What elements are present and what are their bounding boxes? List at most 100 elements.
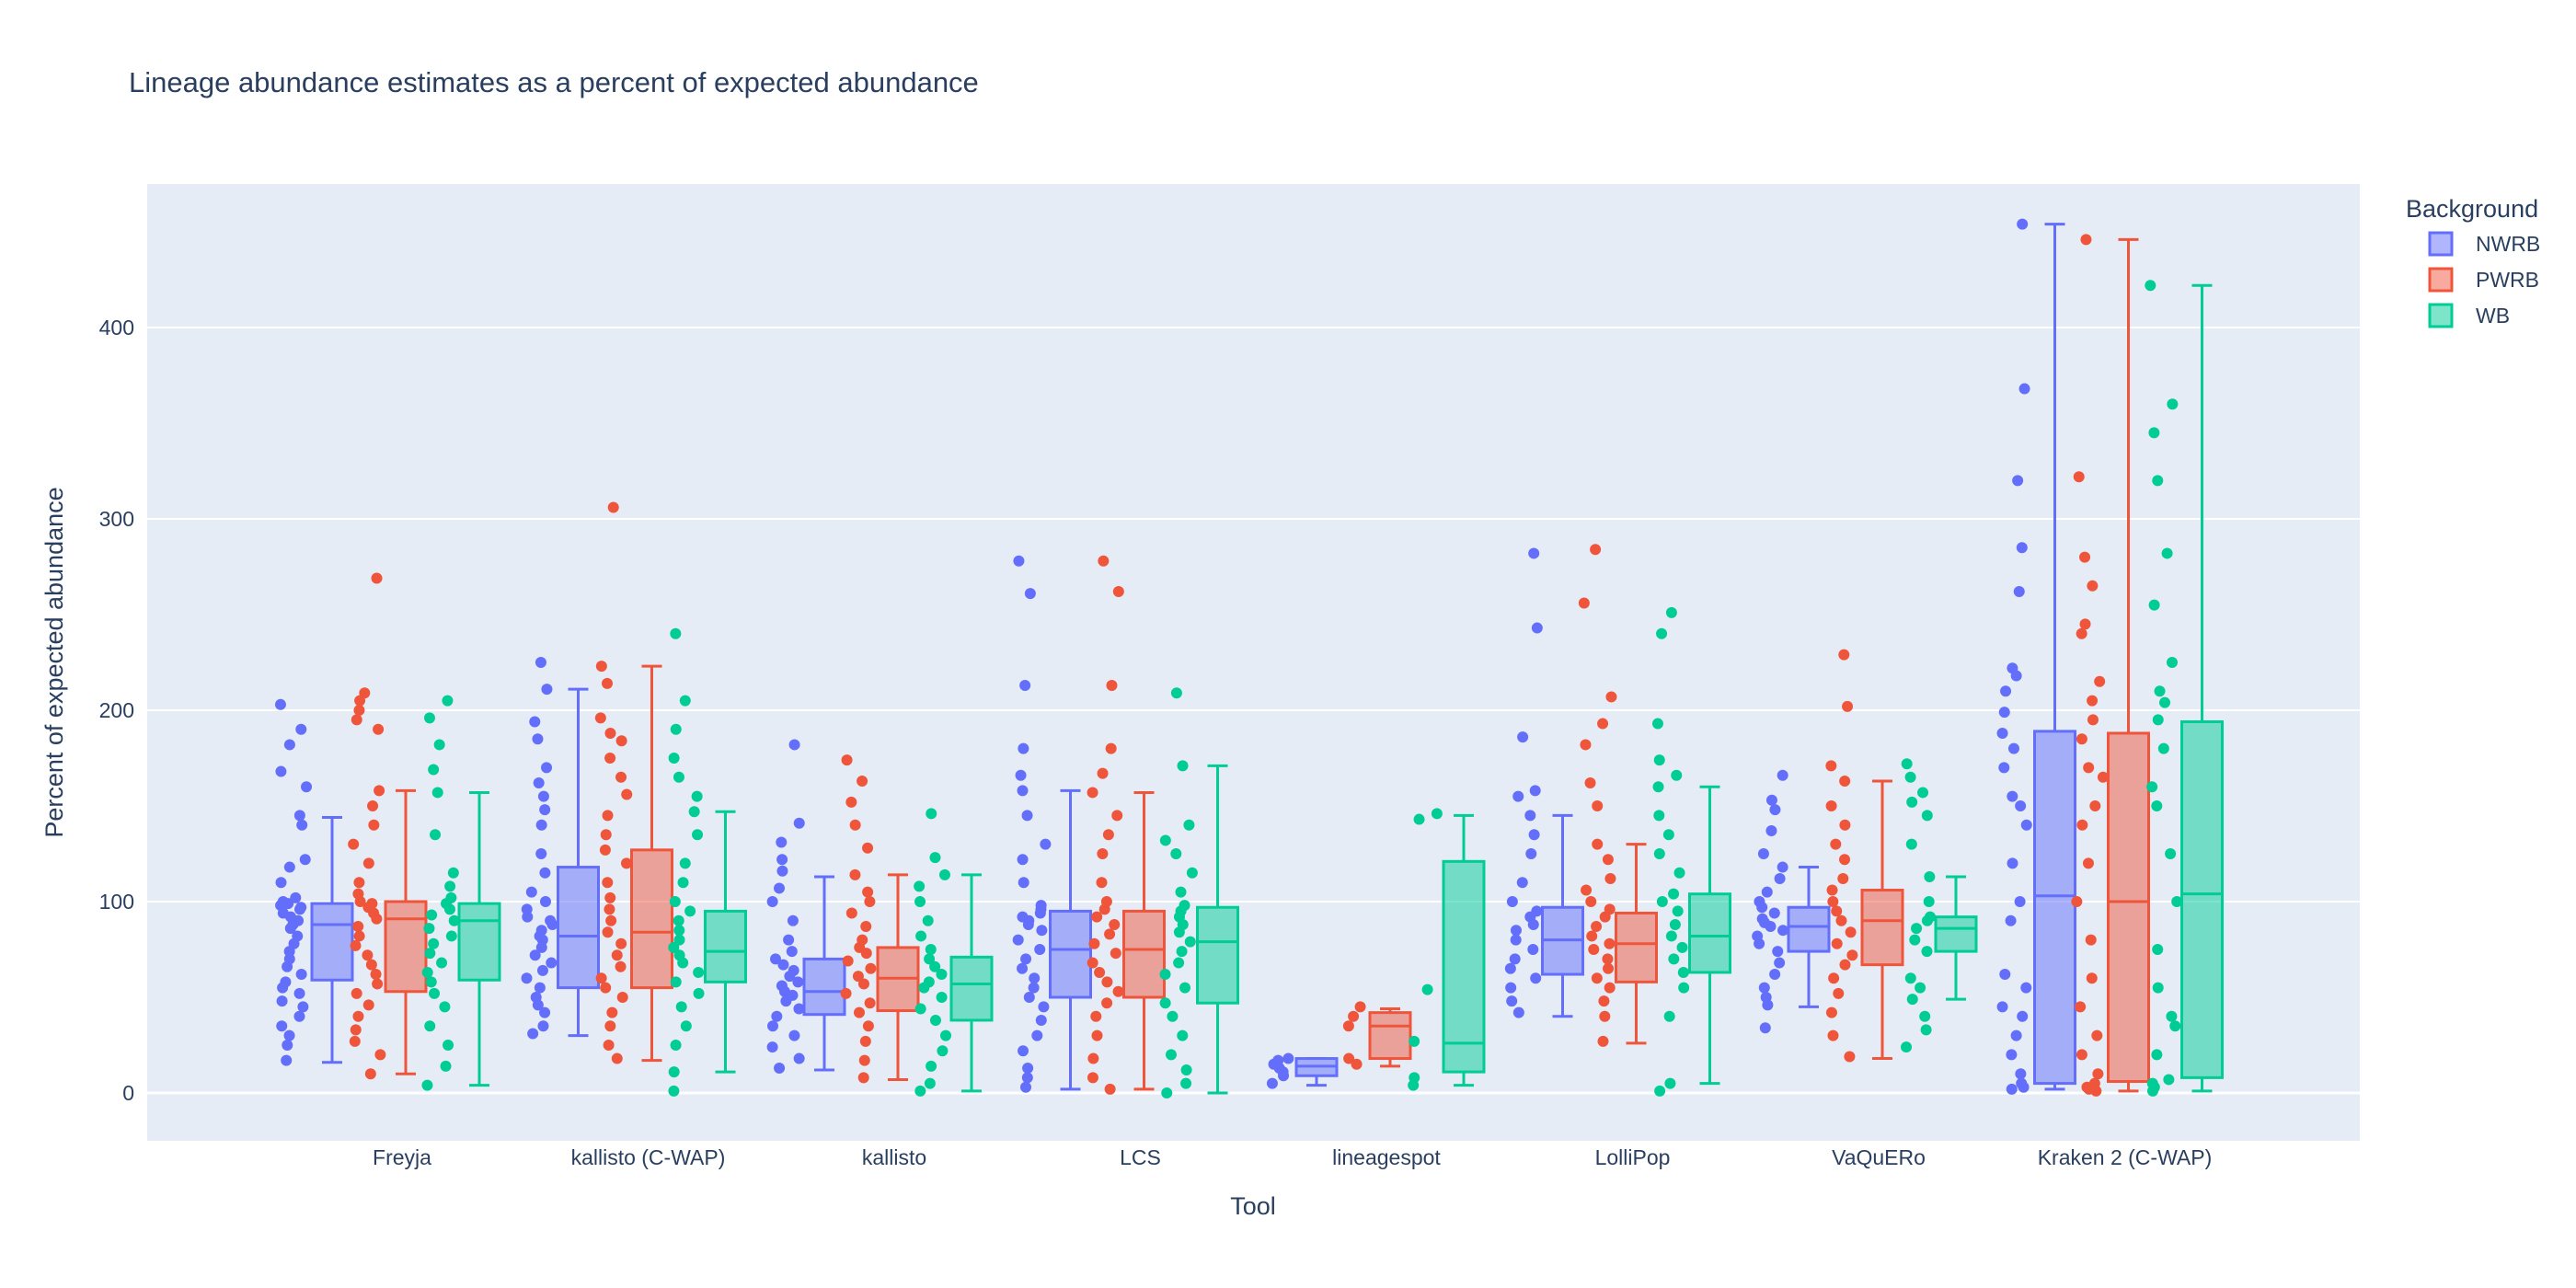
data-point: [1184, 936, 1196, 948]
data-point: [680, 1020, 692, 1032]
data-point: [1676, 941, 1688, 953]
data-point: [937, 1045, 949, 1057]
data-point: [295, 902, 307, 914]
data-point: [860, 921, 872, 933]
data-point: [673, 925, 685, 937]
data-point: [1524, 810, 1536, 822]
data-point: [1038, 1001, 1050, 1013]
data-point: [1351, 1058, 1363, 1070]
data-point: [604, 891, 616, 903]
data-point: [299, 854, 311, 866]
data-point: [604, 753, 616, 764]
data-point: [1036, 925, 1048, 937]
y-tick-label: 200: [99, 698, 134, 722]
data-point: [670, 976, 682, 988]
data-point: [2171, 896, 2183, 907]
data-point: [1409, 1072, 1420, 1084]
iqr-box: [1196, 905, 1239, 1005]
data-point: [352, 1010, 364, 1022]
data-point: [1097, 848, 1109, 859]
data-point: [1605, 691, 1617, 703]
data-point: [1165, 1049, 1177, 1061]
data-point: [849, 819, 861, 831]
data-point: [776, 865, 788, 877]
data-point: [1831, 905, 1843, 917]
chart-title: Lineage abundance estimates as a percent…: [129, 66, 979, 98]
data-point: [293, 810, 305, 822]
data-point: [348, 838, 360, 850]
data-point: [1904, 972, 1916, 984]
data-point: [1091, 911, 1103, 923]
data-point: [1754, 896, 1765, 907]
iqr-box: [2107, 731, 2150, 1084]
data-point: [774, 1062, 786, 1074]
data-point: [535, 925, 547, 937]
data-point: [777, 959, 789, 971]
data-point: [1828, 972, 1840, 984]
legend-swatch: [2428, 231, 2454, 257]
data-point: [1839, 959, 1851, 971]
data-point: [1505, 982, 1517, 994]
data-point: [1343, 1052, 1355, 1064]
data-point: [2020, 982, 2032, 994]
data-point: [1923, 896, 1935, 907]
data-point: [296, 819, 308, 831]
data-point: [620, 857, 632, 869]
data-point: [692, 829, 704, 841]
data-point: [1409, 1035, 1420, 1047]
data-point: [2000, 685, 2012, 697]
data-point: [924, 1077, 936, 1089]
data-point: [431, 787, 443, 799]
data-point: [2010, 1029, 2022, 1041]
data-point: [2159, 696, 2171, 708]
data-point: [1104, 928, 1116, 940]
data-point: [793, 817, 805, 829]
data-point: [1664, 1077, 1676, 1089]
box-nwrb: [766, 739, 846, 1074]
data-point: [787, 914, 799, 926]
iqr-box: [1615, 911, 1658, 983]
x-tick-label: kallisto (C-WAP): [571, 1145, 726, 1169]
data-point: [2148, 599, 2160, 611]
iqr-box: [1787, 905, 1831, 953]
data-point: [295, 723, 307, 735]
data-point: [1525, 848, 1537, 859]
data-point: [352, 888, 364, 900]
data-point: [615, 960, 627, 972]
data-point: [444, 880, 456, 892]
data-point: [1159, 969, 1171, 981]
data-point: [788, 739, 800, 751]
data-point: [1017, 911, 1029, 923]
data-point: [1179, 900, 1190, 912]
data-point: [2071, 896, 2083, 907]
data-point: [914, 896, 926, 907]
data-point: [1591, 921, 1603, 933]
data-point: [1677, 966, 1689, 978]
data-point: [2161, 547, 2173, 559]
legend-label: WB: [2476, 304, 2510, 328]
data-point: [1759, 1022, 1771, 1034]
data-point: [1022, 1062, 1034, 1074]
data-point: [862, 886, 874, 898]
data-point: [1183, 819, 1195, 831]
data-point: [445, 930, 457, 942]
data-point: [1530, 972, 1542, 984]
data-point: [1175, 886, 1187, 898]
data-point: [1604, 937, 1616, 949]
data-point: [926, 808, 937, 820]
data-point: [2006, 1083, 2018, 1095]
data-point: [1825, 1006, 1837, 1018]
data-point: [283, 739, 295, 751]
data-point: [1354, 1001, 1366, 1013]
data-point: [2006, 1049, 2018, 1061]
data-point: [1844, 1051, 1856, 1063]
data-point: [1018, 1045, 1029, 1057]
data-point: [923, 976, 935, 988]
data-point: [1765, 794, 1777, 806]
data-point: [1924, 911, 1936, 923]
data-point: [2007, 857, 2018, 869]
data-point: [915, 930, 927, 942]
data-point: [535, 819, 547, 831]
data-point: [603, 1040, 615, 1051]
